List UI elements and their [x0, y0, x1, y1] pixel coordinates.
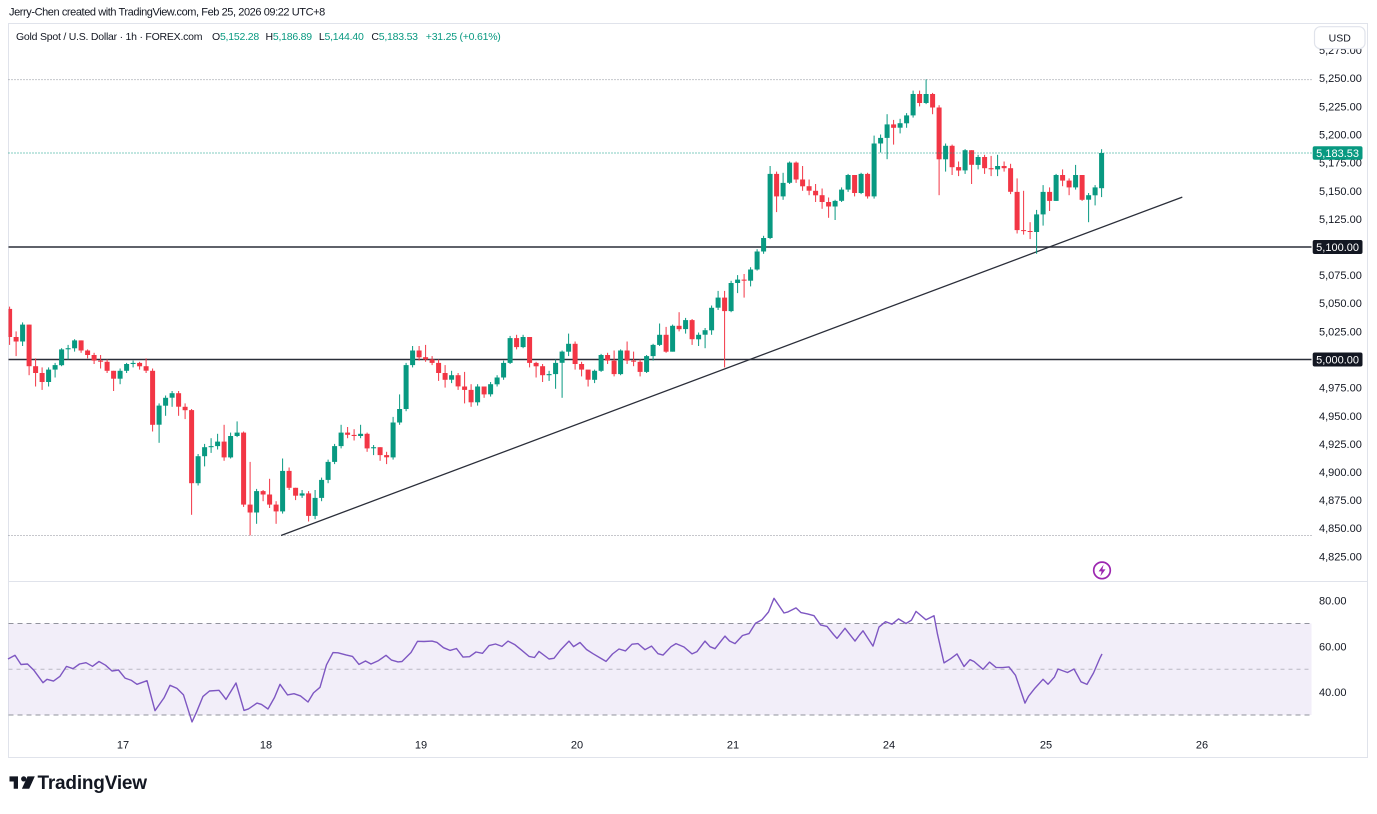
svg-text:5,175.00: 5,175.00	[1319, 158, 1362, 170]
svg-text:+31.25 (+0.61%): +31.25 (+0.61%)	[426, 31, 501, 43]
svg-text:20: 20	[571, 740, 583, 752]
svg-text:18: 18	[260, 740, 272, 752]
svg-text:4,850.00: 4,850.00	[1319, 523, 1362, 535]
svg-text:4,975.00: 4,975.00	[1319, 383, 1362, 395]
svg-text:4,900.00: 4,900.00	[1319, 467, 1362, 479]
svg-text:C5,183.53: C5,183.53	[371, 31, 418, 43]
svg-text:5,200.00: 5,200.00	[1319, 130, 1362, 142]
svg-text:5,000.00: 5,000.00	[1316, 355, 1359, 367]
svg-text:19: 19	[415, 740, 427, 752]
svg-text:USD: USD	[1329, 33, 1352, 45]
svg-text:5,050.00: 5,050.00	[1319, 298, 1362, 310]
svg-text:TradingView: TradingView	[38, 773, 148, 794]
svg-text:26: 26	[1196, 740, 1208, 752]
svg-text:5,225.00: 5,225.00	[1319, 101, 1362, 113]
svg-text:H5,186.89: H5,186.89	[266, 31, 313, 43]
svg-text:60.00: 60.00	[1319, 641, 1347, 653]
svg-text:5,250.00: 5,250.00	[1319, 73, 1362, 85]
svg-text:L5,144.40: L5,144.40	[319, 31, 364, 43]
svg-text:4,825.00: 4,825.00	[1319, 551, 1362, 563]
svg-text:5,075.00: 5,075.00	[1319, 270, 1362, 282]
svg-text:5,025.00: 5,025.00	[1319, 326, 1362, 338]
svg-text:4,875.00: 4,875.00	[1319, 495, 1362, 507]
svg-text:25: 25	[1040, 740, 1052, 752]
svg-text:Jerry-Chen created with Tradin: Jerry-Chen created with TradingView.com,…	[9, 7, 325, 19]
svg-text:40.00: 40.00	[1319, 687, 1347, 699]
svg-text:80.00: 80.00	[1319, 596, 1347, 608]
svg-text:5,183.53: 5,183.53	[1316, 148, 1359, 160]
svg-text:21: 21	[727, 740, 739, 752]
svg-text:17: 17	[117, 740, 129, 752]
svg-text:24: 24	[883, 740, 895, 752]
svg-text:4,950.00: 4,950.00	[1319, 411, 1362, 423]
svg-text:5,125.00: 5,125.00	[1319, 214, 1362, 226]
svg-text:Gold Spot / U.S. Dollar · 1h ·: Gold Spot / U.S. Dollar · 1h · FOREX.com	[16, 31, 203, 43]
svg-text:5,100.00: 5,100.00	[1316, 242, 1359, 254]
svg-text:O5,152.28: O5,152.28	[212, 31, 259, 43]
svg-text:5,150.00: 5,150.00	[1319, 186, 1362, 198]
svg-text:4,925.00: 4,925.00	[1319, 439, 1362, 451]
